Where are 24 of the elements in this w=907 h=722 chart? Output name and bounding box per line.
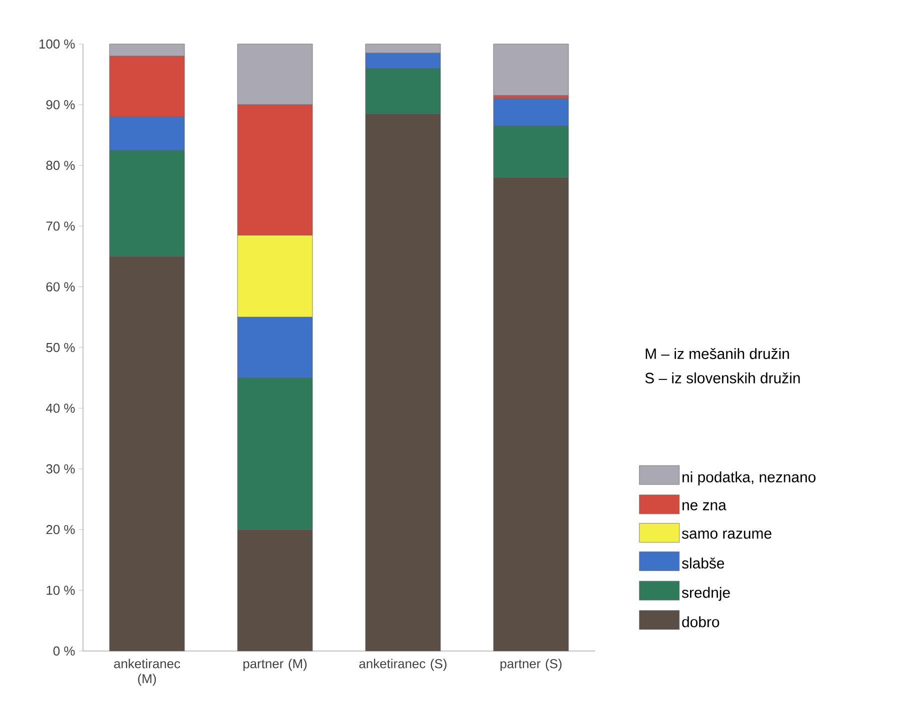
x-tick-label: partner (M) <box>243 658 307 671</box>
y-tick-label: 0 % <box>53 646 75 656</box>
y-tick-label: 20 % <box>46 525 75 534</box>
legend-label: slabše <box>682 558 724 569</box>
y-tick-label: 100 % <box>39 39 75 49</box>
legend-label: ni podatka, neznano <box>682 471 816 486</box>
y-tick-label: 70 % <box>46 222 75 231</box>
y-tick-label: 90 % <box>46 100 75 110</box>
y-tick-label: 10 % <box>46 586 75 595</box>
x-tick-label: partner (S) <box>500 658 562 671</box>
x-tick-label: anketiranec (S) <box>359 658 446 671</box>
y-tick-label: 40 % <box>46 404 75 413</box>
y-tick-label: 50 % <box>46 342 75 352</box>
y-tick-label: 60 % <box>46 282 75 292</box>
legend-label: dobro <box>682 616 720 628</box>
legend-label: srednje <box>682 586 730 601</box>
legend-label: ne zna <box>682 502 726 510</box>
text: M – iz mešanih družin <box>646 348 789 360</box>
legend-label: samo razume <box>682 530 772 539</box>
x-tick-label: anketiranec (M) <box>114 658 180 686</box>
text: S – iz slovenskih družin <box>645 372 800 384</box>
y-tick-label: 80 % <box>46 160 75 170</box>
bar <box>493 44 569 96</box>
y-tick-label: 30 % <box>46 464 75 474</box>
